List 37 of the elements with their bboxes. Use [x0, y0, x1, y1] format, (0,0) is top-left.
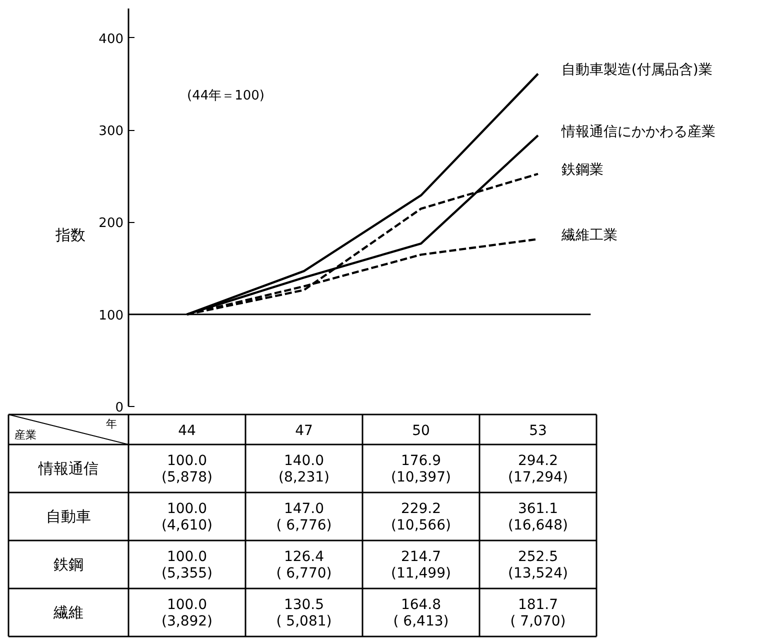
data-label: 130.5 ( 5,081): [276, 597, 332, 630]
x-tick-label: 50: [412, 423, 430, 439]
series-label: 鉄鋼業: [561, 162, 604, 178]
data-label: 361.1 (16,648): [508, 501, 568, 534]
y-axis-title: 指数: [54, 226, 86, 244]
series-label: 情報通信にかかわる産業: [560, 124, 716, 140]
data-label: 140.0 (8,231): [278, 453, 330, 486]
y-tick-label: 0: [115, 400, 124, 416]
y-tick-label: 100: [98, 308, 124, 324]
data-label: 147.0 ( 6,776): [276, 501, 332, 534]
y-tick-label: 400: [98, 32, 124, 47]
y-tick-label: 300: [98, 124, 124, 140]
data-label: 252.5 (13,524): [508, 549, 568, 582]
text: 鉄鋼: [54, 556, 84, 574]
data-label: 126.4 ( 6,770): [276, 549, 332, 582]
series-label: 繊維工業: [560, 227, 618, 244]
data-label: 100.0 (5,355): [162, 549, 213, 582]
text: 情報通信: [38, 460, 98, 478]
data-label: 181.7 ( 7,070): [510, 597, 566, 630]
data-label: 100.0 (3,892): [162, 597, 213, 630]
x-tick-label: 53: [529, 423, 547, 439]
data-label: 164.8 ( 6,413): [393, 597, 449, 630]
x-tick-label: 44: [178, 423, 196, 439]
text: 自動車: [46, 508, 91, 526]
annotation: (44年＝100): [187, 88, 264, 104]
text: 産業: [14, 428, 36, 442]
text: 年: [106, 418, 117, 430]
y-tick-label: 200: [98, 216, 124, 232]
data-label: 100.0 (4,610): [162, 501, 213, 534]
data-label: 229.2 (10,566): [391, 501, 451, 534]
data-label: 100.0 (5,878): [162, 453, 213, 486]
data-label: 294.2 (17,294): [508, 453, 568, 486]
x-tick-label: 47: [295, 423, 313, 439]
data-label: 176.9 (10,397): [391, 453, 451, 486]
series-label: 自動車製造(付属品含)業: [561, 62, 712, 78]
data-label: 214.7 (11,499): [391, 549, 451, 582]
text: 繊維: [52, 604, 84, 622]
